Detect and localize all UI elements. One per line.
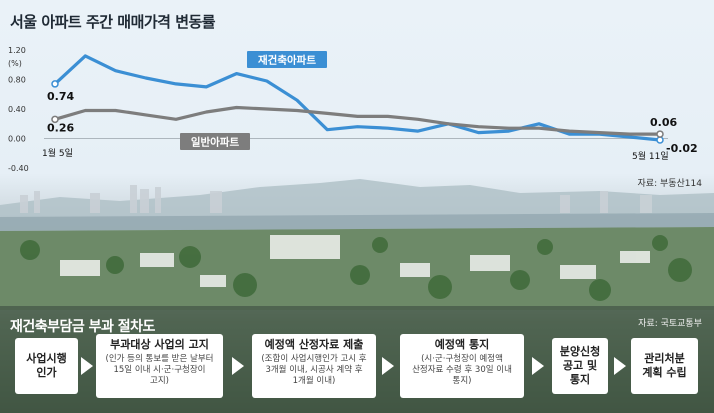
- step-arrow-icon: [382, 357, 394, 375]
- series-name-label: 재건축아파트: [258, 54, 316, 67]
- procedure-step: 사업시행 인가: [15, 338, 78, 394]
- step-description: (조합이 사업시행인가 고시 후 3개월 이내, 시공사 계약 후 1개월 이내…: [261, 354, 367, 386]
- series-line-2: [54, 105, 660, 136]
- step-description: (시·군·구청장이 예정액 산정자료 수령 후 30일 이내 통지): [412, 354, 512, 386]
- line-chart: 1.200.800.400.00-0.40 (%) 0.74-0.020.26 0…: [8, 46, 698, 173]
- procedure-step: 예정액 통지 (시·군·구청장이 예정액 산정자료 수령 후 30일 이내 통지): [400, 334, 524, 398]
- end-value-label: 0.06: [650, 116, 677, 129]
- procedure-step: 부과대상 사업의 고지 (인가 등의 통보를 받은 날부터 15일 이내 시·군·…: [96, 334, 223, 398]
- unit-label: (%): [8, 59, 22, 68]
- chart-source: 자료: 부동산114: [637, 179, 702, 189]
- procedure-step: 분양신청 공고 및 통지: [552, 338, 608, 394]
- step-title: 예정액 통지: [434, 338, 490, 351]
- y-axis: 1.20 0.80 0.40 0.00 -0.40: [8, 46, 668, 173]
- series-tag-1: [247, 51, 327, 68]
- series-line-1: [53, 54, 661, 142]
- y-tick-label: 0.40: [8, 105, 26, 114]
- end-marker: [656, 136, 664, 144]
- x-start-label: 1월 5일: [42, 147, 73, 159]
- step-arrow-icon: [613, 357, 626, 375]
- step-description: (인가 등의 통보를 받은 날부터 15일 이내 시·군·구청장이 고지): [105, 354, 214, 386]
- step-title: 관리처분 계획 수립: [642, 352, 687, 379]
- y-tick-label: 0.80: [8, 76, 26, 85]
- step-arrow-icon: [532, 357, 544, 375]
- procedure-step: 예정액 산정자료 제출 (조합이 사업시행인가 고시 후 3개월 이내, 시공사 …: [252, 334, 376, 398]
- start-marker: [51, 115, 59, 124]
- chart-title: 서울 아파트 주간 매매가격 변동률: [10, 13, 216, 31]
- series-tag-2: [180, 133, 250, 150]
- step-arrow-icon: [81, 357, 93, 375]
- step-arrow-icon: [231, 357, 244, 375]
- start-value-label: 0.74: [47, 90, 74, 103]
- procedure-panel: 재건축부담금 부과 절차도 자료: 국토교통부 사업시행 인가 부과대상 사업의 …: [0, 306, 714, 413]
- step-title: 예정액 산정자료 제출: [264, 338, 364, 351]
- procedure-source: 자료: 국토교통부: [638, 319, 702, 329]
- procedure-step: 관리처분 계획 수립: [631, 338, 698, 394]
- end-marker: [656, 130, 664, 138]
- step-title: 부과대상 사업의 고지: [110, 338, 209, 351]
- start-marker: [51, 80, 59, 88]
- start-value-label: 0.26: [47, 121, 74, 134]
- end-value-label: -0.02: [666, 142, 698, 155]
- city-landscape-photo: [0, 179, 714, 310]
- procedure-title: 재건축부담금 부과 절차도: [10, 319, 155, 335]
- step-title: 분양신청 공고 및 통지: [559, 345, 601, 386]
- series-name-label: 일반아파트: [191, 136, 240, 149]
- x-end-label: 5월 11일: [632, 150, 669, 162]
- y-tick-label: -0.40: [8, 164, 29, 173]
- y-tick-label: 1.20: [8, 46, 26, 55]
- step-title: 사업시행 인가: [26, 352, 67, 379]
- y-tick-label: 0.00: [8, 135, 26, 144]
